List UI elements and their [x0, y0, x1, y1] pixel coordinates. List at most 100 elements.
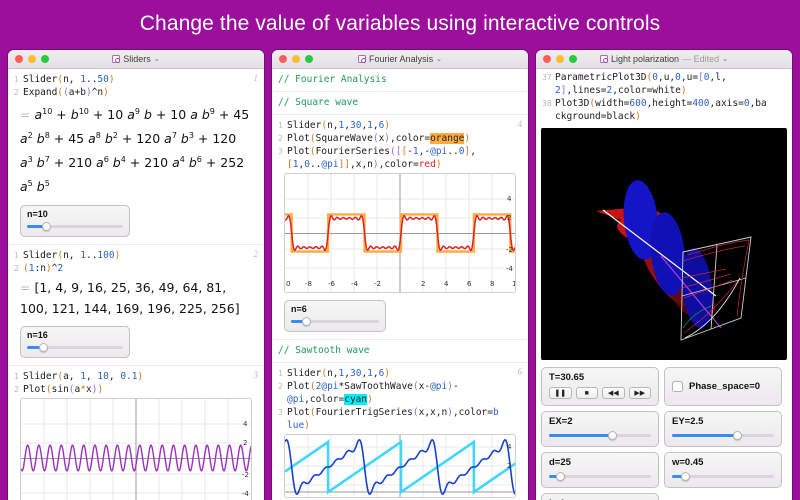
svg-text:2: 2	[507, 462, 511, 470]
red-mesh	[681, 239, 750, 334]
slider-control-n1[interactable]: n=10	[20, 204, 130, 237]
slider-knob[interactable]	[608, 431, 618, 440]
window-title-text: Fourier Analysis	[369, 54, 434, 64]
slider-label: EX=2	[549, 416, 573, 427]
window-controls[interactable]	[543, 55, 577, 63]
document-icon	[112, 55, 121, 63]
slider-track[interactable]	[27, 221, 123, 231]
maximize-button[interactable]	[569, 55, 577, 63]
minimize-button[interactable]	[292, 55, 300, 63]
document-icon	[358, 55, 367, 63]
svg-text:-4: -4	[351, 280, 359, 288]
slider-knob[interactable]	[556, 472, 566, 481]
svg-text:2: 2	[421, 280, 425, 288]
code-block[interactable]: 1 Slider(n, 1..100) 2 (1:n)^2	[14, 249, 121, 274]
slider-control-k[interactable]: k=1	[541, 493, 659, 500]
slider-label: d=25	[549, 457, 571, 468]
window-title-text: Light polarization	[611, 54, 680, 64]
slider-control-fourier-n[interactable]: n=6	[284, 300, 386, 332]
phase-space-control[interactable]: Phase_space=0	[664, 367, 782, 406]
chart-polarization-3d[interactable]	[541, 128, 787, 360]
window-title-text: Sliders	[123, 54, 151, 64]
close-button[interactable]	[279, 55, 287, 63]
cell-4[interactable]: 4 1 Slider(n,1,30,1,6) 2 Plot(SquareWave(x)…	[272, 114, 528, 339]
cell-38[interactable]: 38 Plot3D(width=600,height=400,axis=0,ba …	[536, 97, 792, 125]
white-arc	[684, 277, 741, 339]
sheet-light[interactable]: 37 ParametricPlot3D(0,u,0,u=[0,l, 2],line…	[536, 69, 792, 500]
minimize-button[interactable]	[28, 55, 36, 63]
cell-37[interactable]: 37 ParametricPlot3D(0,u,0,u=[0,l, 2],line…	[536, 69, 792, 97]
slider-knob[interactable]	[733, 431, 743, 440]
sheet-fourier[interactable]: // Fourier Analysis // Square wave 4 1 Sl…	[272, 69, 528, 500]
chevron-down-icon[interactable]: ⌄	[436, 56, 442, 63]
slider-control-ey[interactable]: EY=2.5	[664, 411, 782, 447]
comment-sawtooth-wave[interactable]: // Sawtooth wave	[272, 339, 528, 362]
window-controls[interactable]	[279, 55, 313, 63]
code-block[interactable]: 1 Slider(n,1,30,1,6) 2 Plot(SquareWave(x),c…	[278, 120, 476, 170]
svg-text:-4: -4	[242, 490, 250, 498]
comment-text: // Sawtooth wave	[278, 345, 370, 356]
transport-buttons[interactable]: ❚❚ ■ ◀◀ ▶▶	[549, 387, 651, 399]
slider-track[interactable]	[672, 431, 774, 440]
slider-control-w[interactable]: w=0.45	[664, 452, 782, 488]
window-light-polarization[interactable]: Light polarization — Edited ⌄ 37 Parametr…	[536, 50, 792, 500]
slider-track[interactable]	[27, 342, 123, 352]
svg-text:1: 1	[512, 280, 516, 288]
close-button[interactable]	[543, 55, 551, 63]
cell-number: 4	[517, 119, 523, 129]
comment-fourier-analysis[interactable]: // Fourier Analysis	[272, 69, 528, 91]
slider-control-ex[interactable]: EX=2	[541, 411, 659, 447]
chevron-down-icon[interactable]: ⌄	[722, 56, 728, 63]
slider-track[interactable]	[549, 431, 651, 440]
slider-control-d[interactable]: d=25	[541, 452, 659, 488]
cell-6[interactable]: 6 1 Slider(n,1,30,1,6) 2 Plot(2@pi*SawTooth…	[272, 362, 528, 500]
svg-text:8: 8	[490, 280, 494, 288]
slider-knob[interactable]	[39, 342, 49, 352]
code-block[interactable]: 38 Plot3D(width=600,height=400,axis=0,ba …	[542, 98, 767, 122]
rewind-button[interactable]: ◀◀	[602, 387, 625, 399]
comment-square-wave[interactable]: // Square wave	[272, 91, 528, 114]
phase-space-checkbox[interactable]	[672, 381, 683, 392]
slider-knob[interactable]	[681, 472, 691, 481]
cell-3[interactable]: 3 1 Slider(a, 1, 10, 0.1) 2 Plot(sin(a*x))	[8, 364, 264, 500]
titlebar-sliders[interactable]: Sliders ⌄	[8, 50, 264, 69]
svg-text:-6: -6	[328, 280, 336, 288]
window-controls[interactable]	[15, 55, 49, 63]
slider-label: EY=2.5	[672, 416, 704, 427]
svg-text:2: 2	[243, 439, 247, 447]
code-block[interactable]: 1 Slider(a, 1, 10, 0.1) 2 Plot(sin(a*x))	[14, 370, 144, 395]
window-sliders[interactable]: Sliders ⌄ 1 1 Slider(n, 1..50) 2 Expand((a+…	[8, 50, 264, 500]
close-button[interactable]	[15, 55, 23, 63]
transport-control[interactable]: T=30.65 ❚❚ ■ ◀◀ ▶▶	[541, 367, 659, 406]
cell-number: 3	[253, 369, 259, 380]
window-fourier[interactable]: Fourier Analysis ⌄ // Fourier Analysis /…	[272, 50, 528, 500]
slider-track[interactable]	[291, 317, 379, 326]
forward-button[interactable]: ▶▶	[628, 387, 651, 399]
titlebar-fourier[interactable]: Fourier Analysis ⌄	[272, 50, 528, 69]
code-block[interactable]: 1 Slider(n,1,30,1,6) 2 Plot(2@pi*SawToothWa…	[278, 368, 499, 431]
minimize-button[interactable]	[556, 55, 564, 63]
code-block[interactable]: 1 Slider(n, 1..50) 2 Expand((a+b)^n)	[14, 74, 115, 98]
code-block[interactable]: 37 ParametricPlot3D(0,u,0,u=[0,l, 2],line…	[542, 72, 727, 96]
sheet-sliders[interactable]: 1 1 Slider(n, 1..50) 2 Expand((a+b)^n) = a1…	[8, 69, 264, 500]
cell-2[interactable]: 2 1 Slider(n, 1..100) 2 (1:n)^2 = [1, 4, 9,…	[8, 243, 264, 365]
slider-knob[interactable]	[301, 317, 311, 326]
chevron-down-icon[interactable]: ⌄	[153, 56, 160, 63]
maximize-button[interactable]	[305, 55, 313, 63]
maximize-button[interactable]	[41, 55, 49, 63]
comment-text: // Fourier Analysis	[278, 74, 387, 85]
stop-button[interactable]: ■	[575, 387, 598, 399]
titlebar-light[interactable]: Light polarization — Edited ⌄	[536, 50, 792, 69]
green-trace	[682, 305, 712, 329]
slider-label: n=6	[291, 304, 307, 314]
cell-1[interactable]: 1 1 Slider(n, 1..50) 2 Expand((a+b)^n) = a1…	[8, 69, 264, 244]
slider-track[interactable]	[549, 472, 651, 481]
pause-button[interactable]: ❚❚	[549, 387, 572, 399]
light-controls[interactable]: T=30.65 ❚❚ ■ ◀◀ ▶▶ Phase_space=0 EX=2	[536, 364, 792, 500]
slider-track[interactable]	[672, 472, 774, 481]
sin-plot-svg: 0-8-6 -4-2 24 681 42 -2-4	[21, 398, 251, 500]
svg-text:-8: -8	[305, 280, 312, 288]
slider-knob[interactable]	[42, 221, 52, 231]
slider-control-n2[interactable]: n=16	[20, 325, 130, 358]
